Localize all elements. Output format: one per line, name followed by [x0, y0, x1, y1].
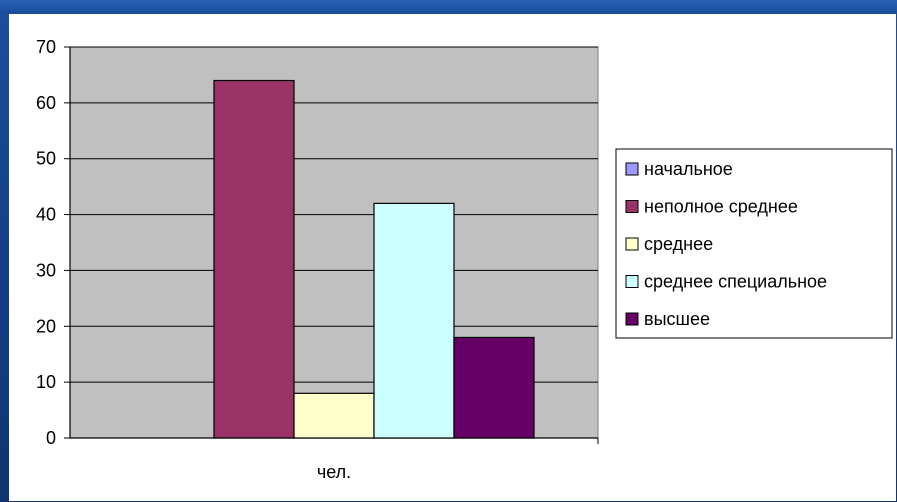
legend-swatch-5: [625, 312, 639, 326]
legend-swatch-3: [625, 237, 639, 251]
y-tick-label: 10: [36, 372, 56, 392]
legend: начальное неполное среднее среднее среднее …: [615, 148, 893, 339]
legend-label-5: высшее: [644, 309, 710, 329]
legend-swatch-4: [625, 275, 639, 288]
y-tick-label: 0: [46, 428, 56, 448]
y-tick-label: 40: [36, 205, 56, 225]
bar-4: [373, 202, 455, 439]
y-tick-label: 50: [36, 149, 56, 169]
bar-5: [453, 336, 535, 439]
legend-label-3: среднее: [644, 234, 713, 254]
legend-swatch-1: [625, 162, 639, 176]
bar-2: [213, 79, 295, 439]
legend-swatch-2: [625, 200, 639, 213]
legend-label-4: среднее специальное: [644, 272, 827, 292]
x-category-label: чел.: [317, 462, 351, 482]
y-tick-labels: 0 10 20 30 40 50 60 70: [36, 37, 56, 448]
bars: [213, 79, 535, 439]
y-tick-label: 20: [36, 316, 56, 336]
legend-box: [615, 148, 893, 339]
legend-label-1: начальное: [644, 159, 733, 179]
window-frame: [0, 0, 897, 14]
y-tick-label: 30: [36, 260, 56, 280]
y-tick-label: 60: [36, 93, 56, 113]
legend-label-2: неполное среднее: [644, 197, 798, 217]
bar-3: [293, 392, 375, 439]
y-tick-label: 70: [36, 37, 56, 57]
